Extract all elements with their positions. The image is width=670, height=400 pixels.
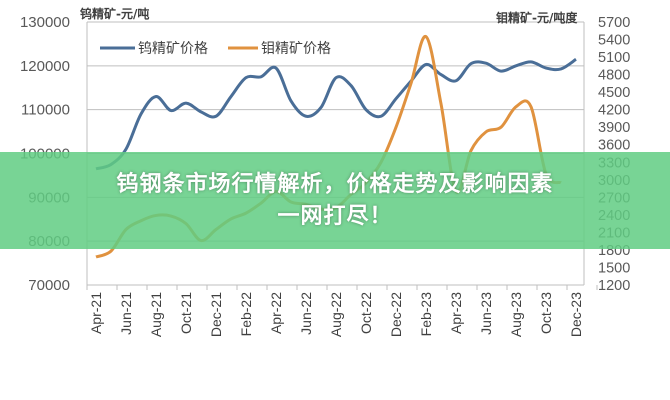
x-tick-label: Apr-22 xyxy=(268,292,284,334)
left-tick-label: 110000 xyxy=(21,102,70,119)
x-tick-label: Aug-22 xyxy=(328,292,344,337)
x-tick-label: Oct-21 xyxy=(178,292,194,334)
x-tick-label: Feb-23 xyxy=(418,292,434,337)
x-tick-label: Feb-22 xyxy=(238,292,254,337)
headline-line-2: 一网打尽！ xyxy=(277,203,393,229)
x-tick-label: Dec-21 xyxy=(208,292,224,337)
right-tick-label: 4500 xyxy=(598,85,630,101)
x-tick-label: Apr-21 xyxy=(88,292,104,334)
headline-banner: 钨钢条市场行情解析，价格走势及影响因素 一网打尽！ xyxy=(0,152,670,249)
left-tick-label: 130000 xyxy=(20,14,70,31)
right-tick-label: 3900 xyxy=(598,120,630,136)
left-tick-label: 70000 xyxy=(28,277,70,294)
x-tick-label: Dec-22 xyxy=(388,292,404,337)
right-tick-label: 1200 xyxy=(598,278,630,294)
x-tick-label: Oct-23 xyxy=(538,292,554,334)
right-tick-label: 5700 xyxy=(598,15,630,31)
right-axis-label: 钼精矿-元/吨度 xyxy=(496,10,578,25)
headline-line-1: 钨钢条市场行情解析，价格走势及影响因素 xyxy=(116,171,554,197)
x-tick-label: Dec-23 xyxy=(568,292,584,337)
x-tick-label: Aug-21 xyxy=(148,292,164,337)
right-tick-label: 5100 xyxy=(598,50,630,66)
x-tick-label: Oct-22 xyxy=(358,292,374,334)
x-tick-label: Jun-21 xyxy=(118,292,134,335)
right-tick-label: 4800 xyxy=(598,68,630,84)
left-tick-label: 120000 xyxy=(20,58,70,75)
legend-label-molybdenum: 钼精矿价格 xyxy=(261,41,331,57)
right-tick-label: 4200 xyxy=(598,103,630,119)
left-axis-label: 钨精矿-元/吨 xyxy=(80,6,149,21)
legend: 钨精矿价格 钼精矿价格 xyxy=(100,41,331,57)
x-tick-label: Jun-23 xyxy=(478,292,494,335)
right-tick-label: 5400 xyxy=(598,33,630,49)
right-tick-label: 3600 xyxy=(598,138,630,154)
right-tick-label: 1500 xyxy=(598,260,630,276)
legend-label-tungsten: 钨精矿价格 xyxy=(138,41,208,57)
x-tick-label: Apr-23 xyxy=(448,292,464,334)
x-tick-label: Aug-23 xyxy=(508,292,524,337)
x-tick-label: Jun-22 xyxy=(298,292,314,335)
